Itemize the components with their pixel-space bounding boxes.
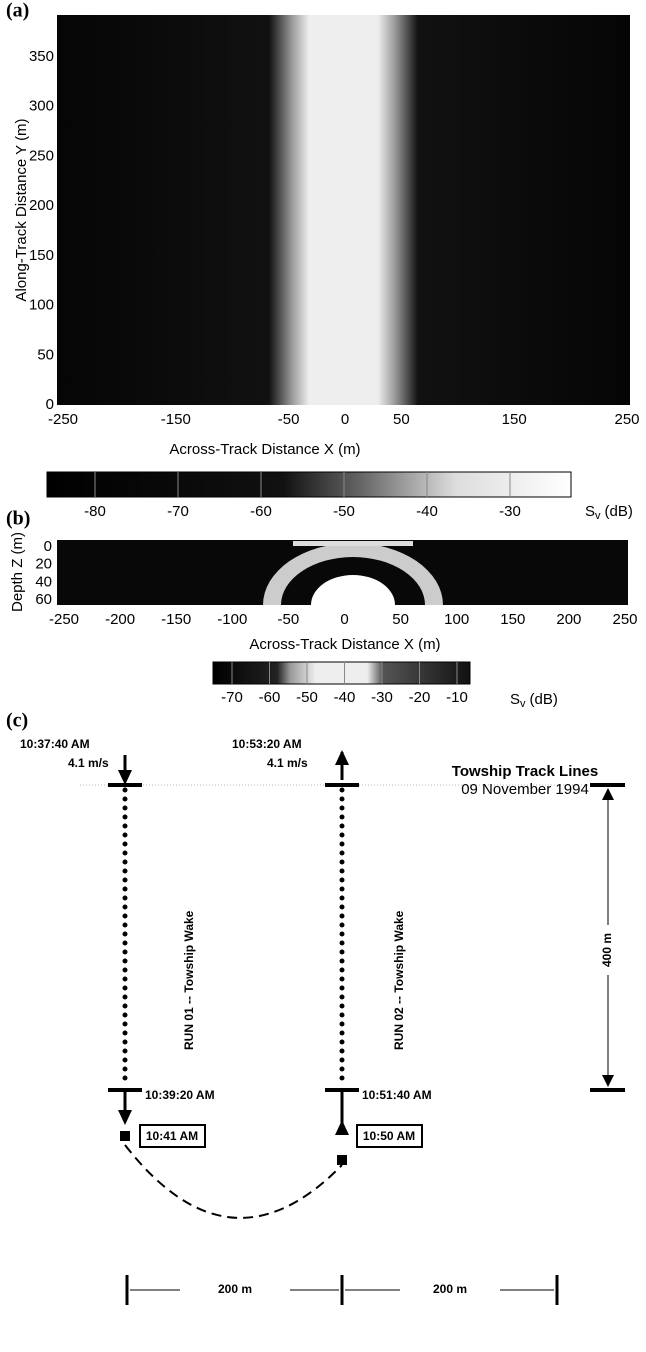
panel-label: (c) [6, 710, 28, 732]
colorbar-tick-label: -30 [499, 503, 521, 520]
x-tick-label: 50 [392, 611, 409, 628]
x-tick-label: -250 [49, 611, 79, 628]
x-tick-label: 250 [614, 411, 639, 428]
y-tick-label: 200 [29, 197, 54, 214]
wake-arc [263, 543, 443, 605]
colorbar-tick-label: -40 [416, 503, 438, 520]
colorbar [212, 661, 471, 685]
colorbar-label: Sv (dB) [510, 691, 558, 710]
x-tick-label: -50 [278, 411, 300, 428]
time: 10:39:20 AM [145, 1088, 215, 1102]
y-tick-label: 0 [46, 396, 54, 413]
y-tick-label: 300 [29, 98, 54, 115]
time-box [139, 1124, 206, 1148]
y-tick-label: 40 [35, 573, 52, 590]
colorbar-tick-label: -40 [334, 689, 356, 706]
x-tick-label: 250 [612, 611, 637, 628]
wake-label: RUN 01 -- Towship Wake [182, 910, 196, 1050]
dimension: 200 m [218, 1282, 252, 1296]
speed: 4.1 m/s [68, 756, 109, 770]
time-box [356, 1124, 423, 1148]
date: 09 November 1994 [461, 781, 589, 798]
y-tick-label: 0 [44, 538, 52, 555]
x-tick-label: -50 [278, 611, 300, 628]
x-tick-label: 0 [341, 411, 349, 428]
time: 10:51:40 AM [362, 1088, 432, 1102]
y-tick-label: 350 [29, 48, 54, 65]
y-tick-label: 20 [35, 556, 52, 573]
colorbar-tick-label: -20 [409, 689, 431, 706]
bubble-region [311, 575, 395, 605]
colorbar-tick-label: -30 [371, 689, 393, 706]
colorbar-tick-label: -70 [221, 689, 243, 706]
track-diagram [80, 752, 625, 1305]
wake-image [57, 15, 630, 405]
x-label: Across-Track Distance X (m) [249, 636, 440, 653]
wake-label: RUN 02 -- Towship Wake [392, 910, 406, 1050]
colorbar-tick-label: -10 [446, 689, 468, 706]
x-tick-label: -150 [161, 411, 191, 428]
surface-layer [293, 541, 413, 546]
speed: 4.1 m/s [267, 756, 308, 770]
arrowheads [118, 750, 614, 1165]
x-tick-label: 50 [393, 411, 410, 428]
y-tick-label: 60 [35, 591, 52, 608]
x-tick-label: -150 [161, 611, 191, 628]
dimension: 400 m [600, 933, 614, 967]
time: 10:50 AM [363, 1129, 415, 1143]
dimension: 200 m [433, 1282, 467, 1296]
colorbar-tick-label: -50 [333, 503, 355, 520]
y-label: Along-Track Distance Y (m) [13, 118, 30, 301]
time: 10:37:40 AM [20, 737, 90, 751]
x-tick-label: -200 [105, 611, 135, 628]
y-tick-label: 50 [37, 346, 54, 363]
y-label: Depth Z (m) [9, 532, 26, 612]
colorbar-label: Sv (dB) [585, 503, 633, 522]
colorbar-tick-label: -80 [84, 503, 106, 520]
panel-label: (b) [6, 508, 30, 530]
x-tick-label: 150 [502, 411, 527, 428]
colorbar [46, 471, 572, 498]
x-tick-label: 200 [556, 611, 581, 628]
time: 10:41 AM [146, 1129, 198, 1143]
x-tick-label: 150 [500, 611, 525, 628]
x-label: Across-Track Distance X (m) [169, 441, 360, 458]
x-tick-label: -250 [48, 411, 78, 428]
colorbar-tick-label: -50 [296, 689, 318, 706]
colorbar-tick-label: -60 [250, 503, 272, 520]
colorbar-tick-label: -70 [167, 503, 189, 520]
x-tick-label: -100 [217, 611, 247, 628]
y-tick-label: 150 [29, 247, 54, 264]
diagram-title: Towship Track Lines [452, 763, 598, 780]
y-tick-label: 250 [29, 147, 54, 164]
x-tick-label: 0 [340, 611, 348, 628]
x-tick-label: 100 [444, 611, 469, 628]
colorbar-tick-label: -60 [259, 689, 281, 706]
time: 10:53:20 AM [232, 737, 302, 751]
panel-label: (a) [6, 0, 29, 22]
y-tick-label: 100 [29, 297, 54, 314]
